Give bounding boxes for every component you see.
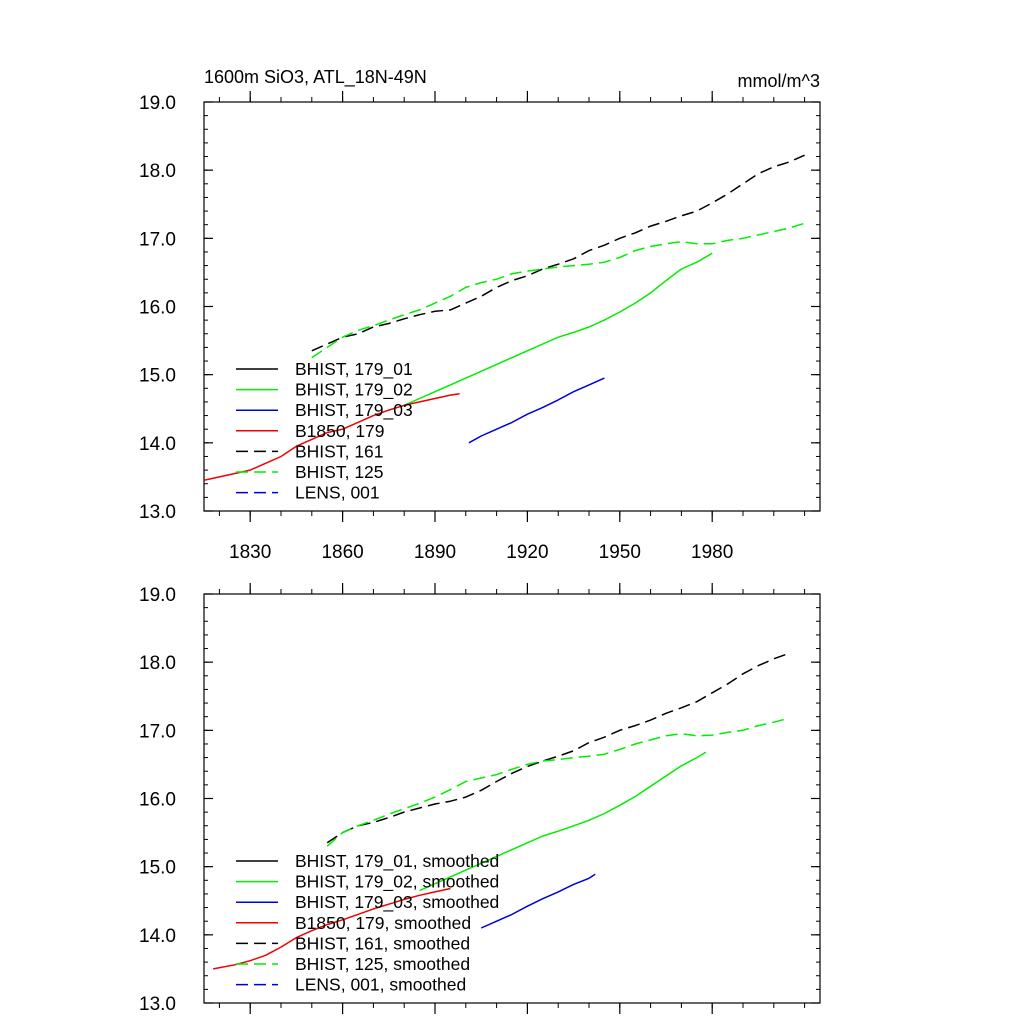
legend-label: BHIST, 179_01, smoothed: [295, 851, 499, 872]
y-tick-label: 14.0: [139, 434, 176, 455]
series-line: [204, 393, 460, 482]
series-line: [403, 252, 713, 406]
series-line: [311, 154, 805, 352]
y-tick-label: 18.0: [139, 653, 176, 674]
y-tick-label: 16.0: [139, 790, 176, 811]
legend-label: BHIST, 125: [295, 462, 384, 482]
legend-label: B1850, 179, smoothed: [295, 913, 471, 933]
legend-label: BHIST, 179_03: [295, 400, 413, 421]
series-line: [480, 873, 596, 929]
y-tick-label: 15.0: [139, 366, 176, 387]
series-line: [419, 751, 707, 892]
series-layer: [213, 652, 790, 970]
y-tick-label: 15.0: [139, 858, 176, 879]
legend-label: B1850, 179: [295, 421, 385, 441]
legend-label: BHIST, 161, smoothed: [295, 933, 470, 953]
x-tick-label: 1980: [691, 542, 733, 563]
legend-label: LENS, 001: [295, 483, 380, 503]
legend-label: BHIST, 125, smoothed: [295, 954, 470, 974]
units-label: mmol/m^3: [738, 71, 820, 91]
y-tick-label: 16.0: [139, 298, 176, 319]
series-line: [326, 652, 790, 844]
series-line: [468, 377, 605, 444]
x-tick-label: 1950: [599, 542, 641, 563]
series-layer: [204, 154, 805, 482]
legend-label: BHIST, 179_02: [295, 380, 413, 401]
x-tick-label: 1920: [506, 542, 548, 563]
legend-label: BHIST, 161: [295, 441, 384, 461]
y-tick-label: 19.0: [139, 93, 176, 114]
y-tick-label: 17.0: [139, 229, 176, 250]
bottom-panel: 13.0 14.0 15.0 16.0 17.0 18.0 19.0 BHIST, 179_0…: [139, 583, 821, 1015]
y-tick-label: 13.0: [139, 502, 176, 523]
series-line: [326, 717, 790, 847]
y-tick-label: 17.0: [139, 721, 176, 742]
legend-label: BHIST, 179_02, smoothed: [295, 872, 499, 893]
y-tick-label: 18.0: [139, 161, 176, 182]
x-tick-label: 1890: [414, 542, 456, 563]
y-tick-label: 13.0: [139, 994, 176, 1015]
chart-title: 1600m SiO3, ATL_18N-49N: [204, 67, 427, 88]
y-tick-label: 19.0: [139, 585, 176, 606]
top-panel: 13.0 14.0 15.0 16.0 17.0 18.0 19.0 1830 1860 1890…: [139, 91, 821, 563]
x-tick-label: 1860: [321, 542, 363, 563]
x-tick-label: 1830: [229, 542, 271, 563]
series-line: [311, 222, 805, 359]
legend-label: BHIST, 179_01: [295, 359, 413, 380]
series-line: [213, 887, 451, 970]
y-tick-label: 14.0: [139, 926, 176, 947]
legend-label: LENS, 001, smoothed: [295, 975, 466, 995]
legend-label: BHIST, 179_03, smoothed: [295, 892, 499, 913]
